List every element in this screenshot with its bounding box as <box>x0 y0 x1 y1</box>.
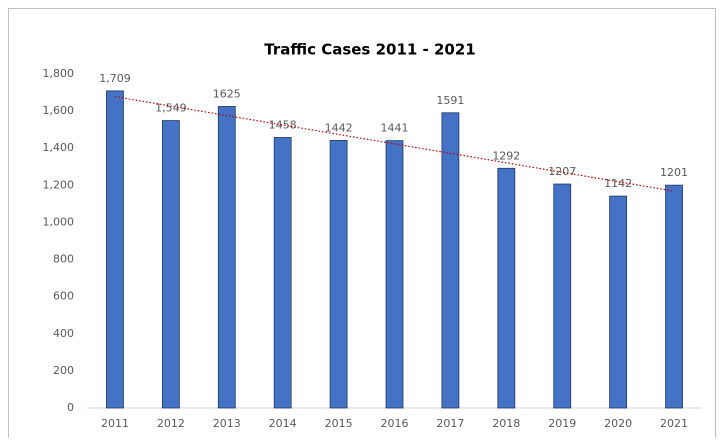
x-tick-label: 2018 <box>492 417 520 430</box>
value-label: 1625 <box>213 87 241 100</box>
trendline <box>114 96 675 192</box>
x-tick-label: 2021 <box>660 417 688 430</box>
value-label: 1458 <box>269 118 297 131</box>
x-tick-label: 2016 <box>381 417 409 430</box>
bar <box>385 140 404 409</box>
value-label: 1591 <box>436 94 464 107</box>
value-label: 1207 <box>548 165 576 178</box>
value-label: 1201 <box>660 166 688 179</box>
bar <box>497 167 516 409</box>
x-tick-label: 2014 <box>269 417 297 430</box>
bar <box>217 106 236 409</box>
value-label: 1,709 <box>99 72 131 85</box>
y-tick-label: 1,800 <box>43 67 75 80</box>
bar <box>441 112 460 409</box>
chart-title: Traffic Cases 2011 - 2021 <box>264 41 476 59</box>
bar <box>665 184 683 409</box>
value-label: 1,549 <box>155 102 187 115</box>
bar <box>273 137 292 409</box>
x-tick-label: 2020 <box>604 417 632 430</box>
y-tick-label: 1,600 <box>43 104 75 117</box>
value-label: 1442 <box>325 121 353 134</box>
bar <box>106 90 124 409</box>
bar <box>609 195 628 409</box>
y-tick-label: 1,000 <box>43 215 75 228</box>
y-tick-label: 800 <box>53 253 74 266</box>
x-tick-label: 2013 <box>213 417 241 430</box>
value-label: 1142 <box>604 177 632 190</box>
x-tick-label: 2019 <box>548 417 576 430</box>
value-label: 1441 <box>381 122 409 135</box>
x-tick-label: 2012 <box>157 417 185 430</box>
bar <box>161 120 180 409</box>
x-tick-label: 2017 <box>436 417 464 430</box>
value-label: 1292 <box>492 149 520 162</box>
bar <box>553 183 572 409</box>
y-tick-label: 600 <box>53 290 74 303</box>
y-tick-label: 400 <box>53 327 74 340</box>
y-tick-label: 1,200 <box>43 178 75 191</box>
y-tick-label: 1,400 <box>43 141 75 154</box>
chart-border <box>8 8 716 442</box>
y-tick-label: 200 <box>53 364 74 377</box>
x-tick-label: 2015 <box>325 417 353 430</box>
y-tick-label: 0 <box>67 401 74 414</box>
x-tick-label: 2011 <box>101 417 129 430</box>
bar <box>329 140 348 409</box>
